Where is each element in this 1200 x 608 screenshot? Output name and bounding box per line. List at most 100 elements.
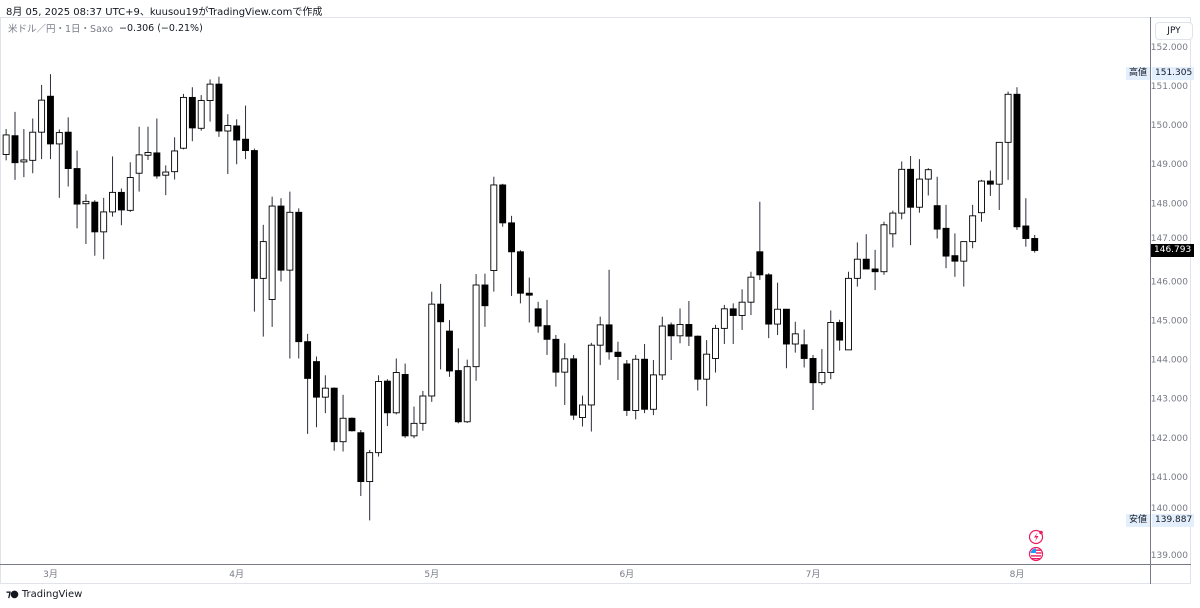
candle[interactable] bbox=[73, 150, 81, 229]
candle[interactable] bbox=[658, 316, 666, 380]
candle[interactable] bbox=[348, 417, 356, 432]
candle[interactable] bbox=[862, 234, 870, 270]
candle[interactable] bbox=[738, 289, 746, 330]
candle[interactable] bbox=[561, 343, 569, 405]
candle[interactable] bbox=[375, 375, 382, 457]
candle[interactable] bbox=[641, 344, 649, 414]
candle[interactable] bbox=[685, 301, 693, 346]
candle[interactable] bbox=[419, 390, 427, 431]
candle[interactable] bbox=[366, 449, 374, 521]
candle[interactable] bbox=[836, 319, 844, 351]
candle[interactable] bbox=[330, 387, 338, 451]
candle[interactable] bbox=[756, 201, 764, 280]
candle[interactable] bbox=[703, 340, 711, 407]
candle[interactable] bbox=[357, 429, 365, 497]
candle[interactable] bbox=[180, 93, 187, 150]
candle[interactable] bbox=[259, 224, 267, 337]
candle[interactable] bbox=[135, 126, 143, 192]
candle[interactable] bbox=[109, 156, 116, 217]
candle[interactable] bbox=[880, 221, 888, 275]
candle[interactable] bbox=[605, 269, 613, 360]
candle[interactable] bbox=[809, 354, 817, 411]
candle[interactable] bbox=[907, 156, 915, 246]
tradingview-footer[interactable]: ⁊● TradingView bbox=[6, 589, 82, 600]
candle[interactable] bbox=[153, 118, 161, 179]
candle[interactable] bbox=[570, 354, 578, 420]
candle[interactable] bbox=[188, 87, 196, 142]
candle[interactable] bbox=[313, 356, 320, 428]
candle[interactable] bbox=[543, 299, 551, 355]
candle[interactable] bbox=[1031, 234, 1039, 253]
symbol-legend[interactable]: 米ドル／円・1日・Saxo −0.306 (−0.21%) bbox=[8, 21, 203, 36]
candle[interactable] bbox=[55, 129, 63, 198]
candle[interactable] bbox=[144, 126, 152, 160]
candle[interactable] bbox=[100, 197, 108, 260]
candle[interactable] bbox=[694, 335, 702, 391]
candle[interactable] bbox=[268, 196, 276, 327]
candle[interactable] bbox=[91, 200, 99, 256]
candle[interactable] bbox=[383, 379, 391, 427]
candle[interactable] bbox=[437, 283, 445, 370]
candle[interactable] bbox=[47, 74, 54, 160]
candle[interactable] bbox=[1013, 87, 1021, 230]
candle[interactable] bbox=[286, 191, 294, 359]
candle[interactable] bbox=[428, 291, 436, 402]
candle[interactable] bbox=[1022, 198, 1030, 247]
candle[interactable] bbox=[233, 119, 241, 165]
candle[interactable] bbox=[960, 241, 968, 287]
candle[interactable] bbox=[1004, 91, 1012, 180]
candle[interactable] bbox=[117, 188, 125, 226]
candle[interactable] bbox=[11, 111, 19, 180]
candle[interactable] bbox=[782, 308, 790, 369]
candle[interactable] bbox=[295, 208, 303, 359]
time-axis[interactable]: 3月 4月 5月 6月 7月 8月 bbox=[43, 569, 1024, 580]
candle[interactable] bbox=[20, 129, 28, 178]
candle[interactable] bbox=[224, 114, 232, 175]
candle[interactable] bbox=[720, 304, 728, 345]
candle[interactable] bbox=[765, 273, 773, 339]
candle[interactable] bbox=[924, 168, 932, 196]
us-flag-icon[interactable] bbox=[1028, 546, 1044, 562]
candle[interactable] bbox=[898, 161, 906, 220]
candle[interactable] bbox=[827, 310, 835, 380]
candle[interactable] bbox=[889, 210, 897, 248]
candle[interactable] bbox=[206, 79, 214, 122]
candle[interactable] bbox=[525, 277, 533, 323]
candle[interactable] bbox=[242, 105, 249, 160]
candle[interactable] bbox=[499, 183, 507, 227]
candle[interactable] bbox=[552, 335, 560, 387]
candle[interactable] bbox=[64, 117, 72, 187]
candle[interactable] bbox=[978, 179, 985, 222]
candle[interactable] bbox=[339, 394, 347, 452]
candle[interactable] bbox=[29, 118, 37, 174]
candle[interactable] bbox=[729, 303, 737, 345]
candle[interactable] bbox=[82, 194, 90, 244]
candle[interactable] bbox=[632, 354, 640, 420]
lightning-icon[interactable] bbox=[1028, 529, 1044, 545]
currency-button[interactable]: JPY bbox=[1155, 22, 1193, 40]
candle[interactable] bbox=[747, 271, 755, 316]
candle[interactable] bbox=[463, 359, 471, 423]
candle[interactable] bbox=[774, 282, 782, 336]
candle[interactable] bbox=[38, 84, 46, 160]
candle[interactable] bbox=[126, 162, 134, 212]
candle[interactable] bbox=[986, 170, 994, 196]
price-axis[interactable]: 152.000 151.000 150.000 149.000 148.000 147.0… bbox=[1151, 43, 1188, 561]
candle[interactable] bbox=[162, 165, 170, 196]
candle[interactable] bbox=[401, 363, 409, 438]
candle[interactable] bbox=[676, 308, 684, 344]
candle[interactable] bbox=[933, 176, 941, 239]
candle[interactable] bbox=[579, 395, 586, 427]
candle[interactable] bbox=[623, 360, 631, 416]
candle[interactable] bbox=[2, 129, 10, 161]
candle[interactable] bbox=[304, 333, 312, 434]
candle[interactable] bbox=[472, 274, 480, 381]
candle[interactable] bbox=[171, 137, 179, 180]
candle[interactable] bbox=[250, 148, 258, 312]
candle[interactable] bbox=[649, 360, 657, 416]
candle[interactable] bbox=[614, 341, 622, 380]
candle[interactable] bbox=[667, 322, 675, 361]
candle[interactable] bbox=[853, 242, 861, 287]
candle[interactable] bbox=[995, 141, 1003, 210]
